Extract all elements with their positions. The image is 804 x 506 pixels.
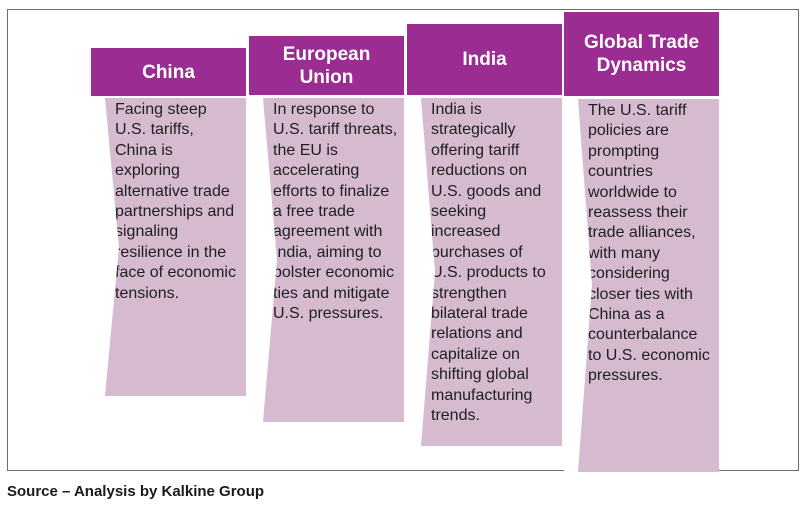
column-text: The U.S. tariff policies are prompting c… bbox=[588, 102, 710, 385]
column-title: China bbox=[142, 61, 195, 83]
column-title: European Union bbox=[282, 43, 371, 88]
source-caption: Source – Analysis by Kalkine Group bbox=[7, 483, 265, 500]
column-global-trade-dynamics: Global Trade Dynamics The U.S. tariff po… bbox=[564, 12, 719, 472]
column-title: India bbox=[462, 49, 507, 70]
column-body: The U.S. tariff policies are prompting c… bbox=[564, 99, 719, 472]
column-text: India is strategically offering tariff r… bbox=[431, 101, 546, 425]
column-text: In response to U.S. tariff threats, the … bbox=[273, 101, 398, 323]
column-china: China Facing steep U.S. tariffs, China i… bbox=[91, 48, 246, 396]
column-header: India bbox=[407, 24, 562, 95]
column-body: India is strategically offering tariff r… bbox=[407, 98, 562, 446]
column-header: Global Trade Dynamics bbox=[564, 12, 719, 96]
column-header: China bbox=[91, 48, 246, 96]
column-india: India India is strategically offering ta… bbox=[407, 24, 562, 446]
column-header: European Union bbox=[249, 36, 404, 95]
column-european-union: European Union In response to U.S. tarif… bbox=[249, 36, 404, 422]
column-text: Facing steep U.S. tariffs, China is expl… bbox=[115, 101, 236, 302]
column-body: In response to U.S. tariff threats, the … bbox=[249, 98, 404, 422]
column-title: Global Trade Dynamics bbox=[583, 32, 700, 76]
column-body: Facing steep U.S. tariffs, China is expl… bbox=[91, 98, 246, 396]
